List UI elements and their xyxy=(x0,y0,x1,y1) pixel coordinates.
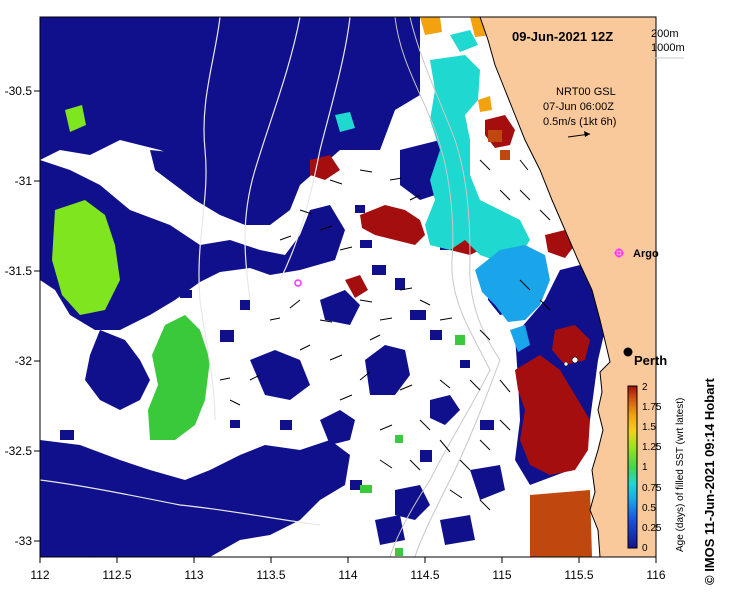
x-axis-ticks xyxy=(39,557,657,563)
current-scale: 0.5m/s (1kt 6h) xyxy=(543,116,616,128)
colorbar-tick-label: 1.25 xyxy=(642,442,662,453)
sst-lime-patch xyxy=(52,200,120,315)
y-tick-label: -32 xyxy=(15,354,33,368)
perth-label: Perth xyxy=(634,353,667,368)
current-vectors xyxy=(219,159,551,511)
x-tick-label: 113 xyxy=(184,568,203,582)
x-tick-label: 115 xyxy=(492,568,511,582)
argo-marker-icon xyxy=(614,248,624,258)
x-tick-label: 113.5 xyxy=(256,568,285,582)
bathymetry-contours xyxy=(389,17,501,557)
sst-navy-scatter xyxy=(60,205,494,532)
current-source: NRT00 GSL xyxy=(556,86,616,98)
y-tick-label: -31 xyxy=(15,174,33,188)
sst-rust-patch xyxy=(530,490,592,557)
argo-float-icon xyxy=(294,279,302,287)
sst-green-patch xyxy=(148,315,210,440)
y-tick-label: -31.5 xyxy=(5,264,33,278)
land-area xyxy=(480,17,656,557)
x-tick-label: 115.5 xyxy=(564,568,593,582)
sst-lime-small xyxy=(65,105,86,132)
x-tick-label: 112.5 xyxy=(102,568,131,582)
coastline xyxy=(479,17,611,557)
colorbar-tick-label: 0.5 xyxy=(642,503,656,514)
colorbar-tick-label: 0.75 xyxy=(642,483,662,494)
y-tick-label: -33 xyxy=(15,534,33,548)
current-scale-arrow xyxy=(567,131,591,138)
colorbar-tick-label: 2 xyxy=(642,382,648,393)
perth-marker-icon xyxy=(623,347,633,357)
y-tick-label: -32.5 xyxy=(5,444,33,458)
colorbar-label: Age (days) of filled SST (wrt latest) xyxy=(675,398,686,552)
imos-credit: © IMOS 11-Jun-2021 09:14 Hobart xyxy=(702,378,717,585)
colorbar-tick-label: 0.25 xyxy=(642,523,662,534)
y-axis-ticks xyxy=(34,90,40,542)
map-title: 09-Jun-2021 12Z xyxy=(512,29,613,44)
colorbar-tick-label: 1.5 xyxy=(642,422,656,433)
x-tick-label: 114.5 xyxy=(410,568,439,582)
x-axis-labels: 112 112.5 113 113.5 114 114.5 115 115.5 … xyxy=(30,568,665,582)
y-tick-label: -30.5 xyxy=(5,84,33,98)
colorbar-ticks: 0 0.25 0.5 0.75 1 1.25 1.5 1.75 2 xyxy=(642,382,662,554)
y-axis-labels: -30.5 -31 -31.5 -32 -32.5 -33 xyxy=(5,84,33,548)
plot-area xyxy=(40,17,656,557)
current-time: 07-Jun 06:00Z xyxy=(543,101,614,113)
colorbar-tick-label: 1.75 xyxy=(642,402,662,413)
credit-container: © IMOS 11-Jun-2021 09:14 Hobart xyxy=(702,378,717,595)
x-tick-label: 116 xyxy=(646,568,665,582)
depth-legend-1000: 1000m xyxy=(651,42,685,54)
sst-dark-orange-patches xyxy=(488,130,510,160)
islands xyxy=(563,356,579,367)
x-tick-label: 112 xyxy=(30,568,49,582)
colorbar xyxy=(627,385,638,549)
depth-legend-200: 200m xyxy=(651,28,679,40)
x-tick-label: 114 xyxy=(338,568,357,582)
sst-green-scatter xyxy=(360,335,465,556)
sst-blue-patches xyxy=(475,245,550,352)
colorbar-tick-label: 1 xyxy=(642,462,648,473)
deep-contours xyxy=(40,17,351,526)
colorbar-tick-label: 0 xyxy=(642,543,648,554)
argo-label: Argo xyxy=(633,248,659,260)
